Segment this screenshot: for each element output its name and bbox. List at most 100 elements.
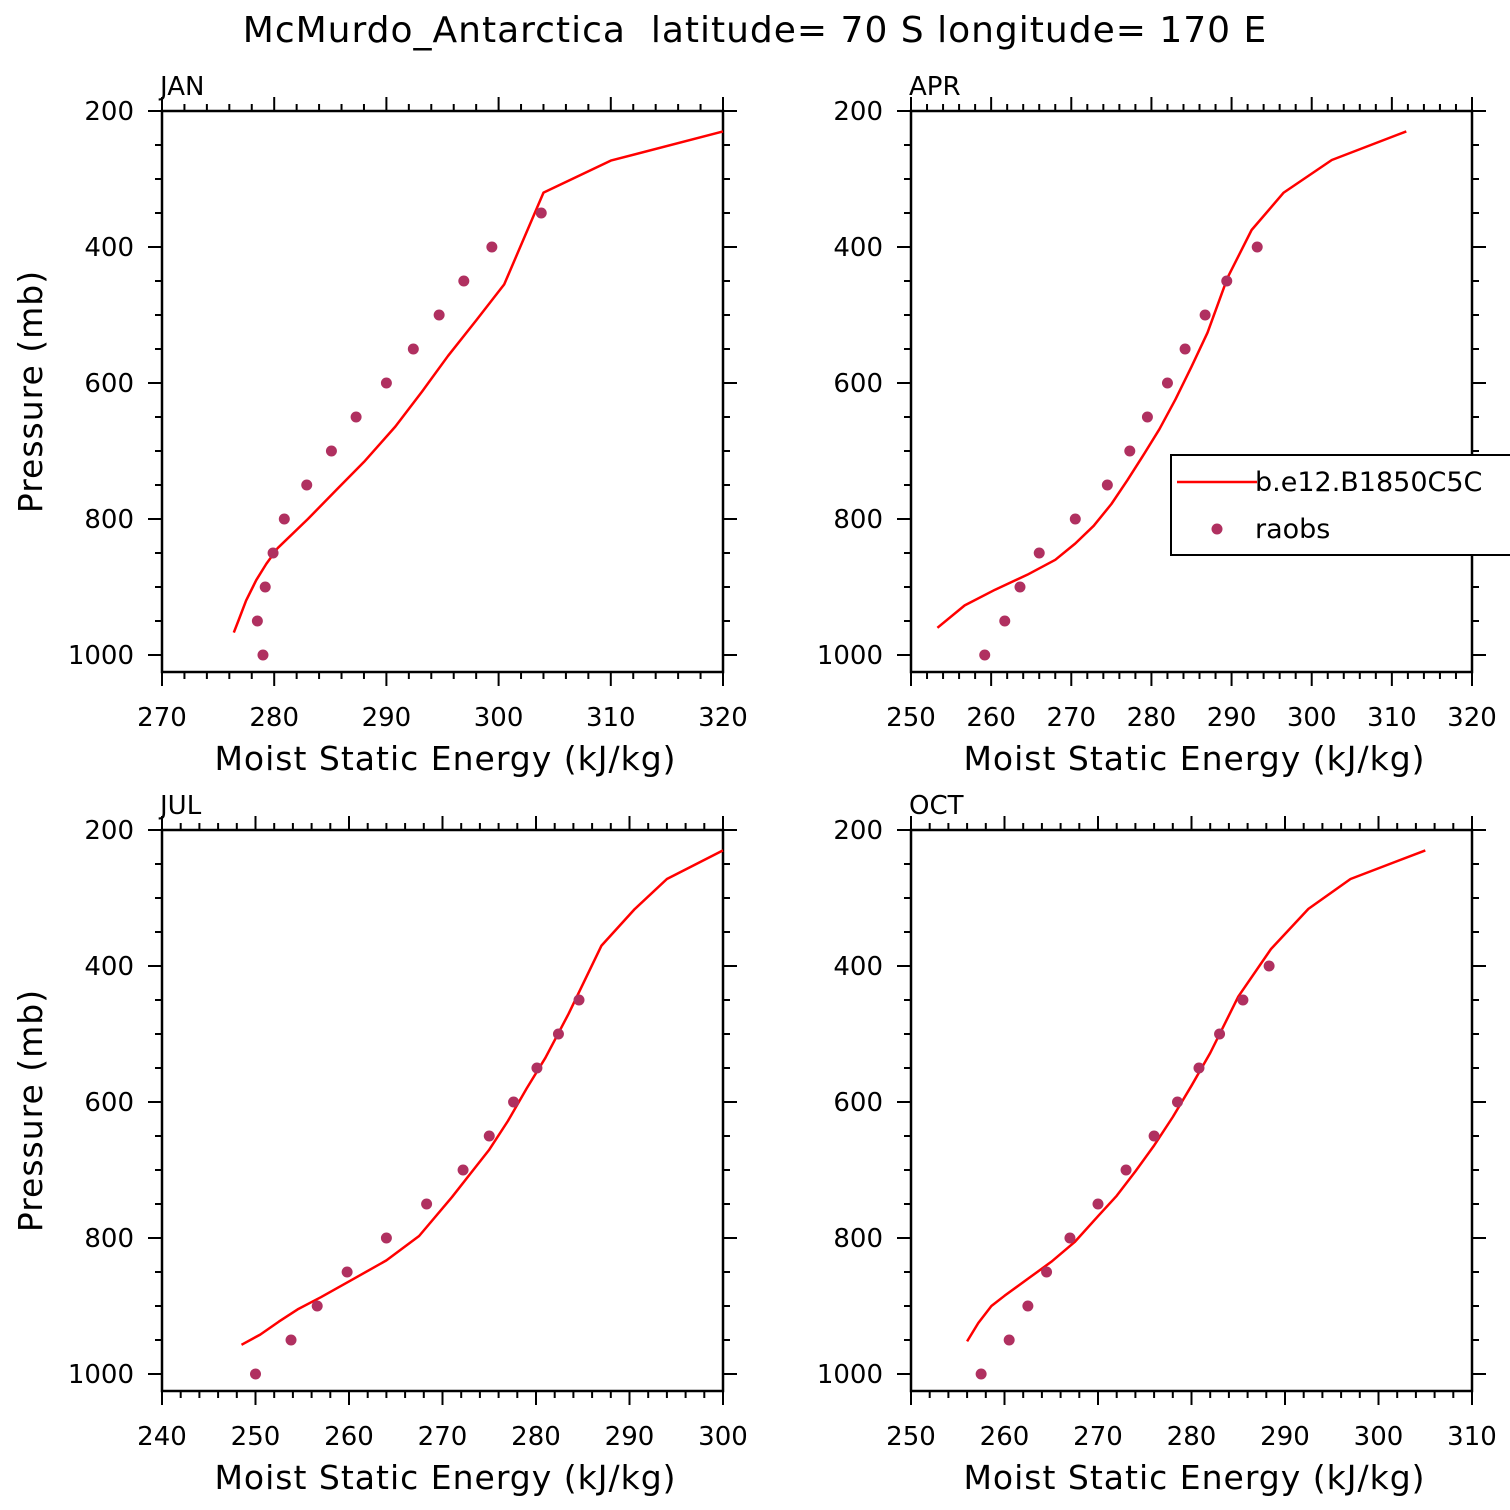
- raobs-point: [486, 241, 498, 253]
- legend-box: [1170, 454, 1510, 556]
- model-line: [232, 130, 724, 634]
- model-line: [936, 130, 1407, 629]
- x-tick-label: 280: [1167, 1422, 1217, 1452]
- x-tick-label: 250: [231, 1422, 281, 1452]
- legend-obs-label: raobs: [1255, 514, 1330, 545]
- legend: b.e12.B1850C5C raobs: [1170, 454, 1510, 556]
- plot-frame: [160, 109, 725, 674]
- panel-oct: OCT 250 260 270 280 290 300 310 200 400 600 800 1000…: [817, 791, 1497, 1497]
- raobs-point: [267, 547, 279, 559]
- y-tick-label: 800: [833, 1224, 883, 1254]
- x-axis-label: Moist Static Energy (kJ/kg): [214, 1458, 676, 1497]
- x-tick-label: 250: [886, 1422, 936, 1452]
- x-tick-label: 280: [1127, 703, 1177, 733]
- x-tick-label: 270: [1073, 1422, 1123, 1452]
- x-axis-label: Moist Static Energy (kJ/kg): [963, 1458, 1425, 1497]
- raobs-point: [380, 377, 392, 389]
- x-tick-label: 310: [1447, 1422, 1497, 1452]
- x-tick-label: 260: [980, 1422, 1030, 1452]
- raobs-point: [341, 1266, 353, 1278]
- raobs-point: [1120, 1164, 1132, 1176]
- raobs-point: [311, 1300, 323, 1312]
- model-line: [240, 849, 724, 1346]
- legend-model-label: b.e12.B1850C5C: [1255, 467, 1482, 498]
- x-tick-label: 290: [1207, 703, 1257, 733]
- y-tick-label: 200: [84, 816, 134, 846]
- raobs-point: [421, 1198, 433, 1210]
- raobs-point: [1171, 1096, 1183, 1108]
- model-line: [966, 849, 1426, 1343]
- raobs-point: [350, 411, 362, 423]
- raobs-point: [301, 479, 313, 491]
- x-tick-label: 260: [324, 1422, 374, 1452]
- raobs-point: [975, 1368, 987, 1380]
- panel-jan: JAN 270 280 290 300 310 320 200 400 600 800 1000 Moi…: [11, 72, 748, 778]
- x-axis-label: Moist Static Energy (kJ/kg): [214, 739, 676, 778]
- raobs-point: [1041, 1266, 1053, 1278]
- y-tick-label: 200: [833, 816, 883, 846]
- raobs-point: [535, 207, 547, 219]
- raobs-point: [407, 343, 419, 355]
- raobs-point: [1237, 994, 1249, 1006]
- y-tick-label: 600: [833, 1088, 883, 1118]
- raobs-point: [1124, 445, 1136, 457]
- x-tick-label: 310: [1367, 703, 1417, 733]
- y-tick-label: 400: [84, 952, 134, 982]
- panel-label: APR: [909, 72, 961, 102]
- y-tick-label: 1000: [817, 641, 883, 671]
- y-tick-label: 400: [833, 233, 883, 263]
- raobs-point: [1101, 479, 1113, 491]
- raobs-point: [1179, 343, 1191, 355]
- y-tick-label: 1000: [68, 1360, 134, 1390]
- raobs-point: [257, 649, 269, 661]
- y-tick-label: 600: [833, 369, 883, 399]
- raobs-point: [1092, 1198, 1104, 1210]
- raobs-point: [508, 1096, 520, 1108]
- raobs-point: [1193, 1062, 1205, 1074]
- x-tick-label: 300: [1354, 1422, 1404, 1452]
- raobs-point: [1033, 547, 1045, 559]
- raobs-point: [251, 615, 263, 627]
- y-axis-label: Pressure (mb): [11, 270, 50, 513]
- raobs-point: [1148, 1130, 1160, 1142]
- y-tick-label: 200: [84, 97, 134, 127]
- y-tick-label: 200: [833, 97, 883, 127]
- raobs-point: [1199, 309, 1211, 321]
- x-tick-label: 320: [1447, 703, 1497, 733]
- raobs-point: [325, 445, 337, 457]
- x-tick-label: 260: [966, 703, 1016, 733]
- y-tick-label: 600: [84, 369, 134, 399]
- raobs-point: [250, 1368, 261, 1380]
- panel-label: OCT: [909, 791, 964, 821]
- panel-apr: APR 250 260 270 280 290 300 310 320 200 400 600 800 1…: [817, 72, 1510, 778]
- raobs-point: [1064, 1232, 1076, 1244]
- panel-jul: JUL 240 250 260 270 280 290 300 200 400 600 800 1000…: [11, 791, 748, 1497]
- panel-label: JUL: [158, 791, 202, 821]
- raobs-point: [1263, 960, 1275, 972]
- x-tick-label: 300: [1287, 703, 1337, 733]
- raobs-point: [1221, 275, 1233, 287]
- raobs-point: [458, 275, 470, 287]
- y-tick-label: 800: [84, 505, 134, 535]
- raobs-point: [483, 1130, 495, 1142]
- y-tick-label: 1000: [817, 1360, 883, 1390]
- raobs-point: [1069, 513, 1081, 525]
- raobs-point: [433, 309, 445, 321]
- raobs-point: [999, 615, 1011, 627]
- legend-point-swatch: [1211, 523, 1223, 535]
- x-tick-label: 270: [137, 703, 187, 733]
- raobs-point: [552, 1028, 564, 1040]
- x-tick-label: 290: [362, 703, 412, 733]
- y-tick-label: 400: [84, 233, 134, 263]
- figure-title: McMurdo_Antarctica latitude= 70 S longit…: [242, 10, 1268, 51]
- raobs-point: [531, 1062, 543, 1074]
- plot-frame: [909, 109, 1474, 674]
- raobs-point: [1022, 1300, 1034, 1312]
- raobs-point: [1003, 1334, 1015, 1346]
- x-tick-label: 300: [474, 703, 524, 733]
- raobs-point: [573, 994, 585, 1006]
- x-tick-label: 320: [698, 703, 748, 733]
- raobs-point: [1214, 1028, 1226, 1040]
- raobs-point: [380, 1232, 392, 1244]
